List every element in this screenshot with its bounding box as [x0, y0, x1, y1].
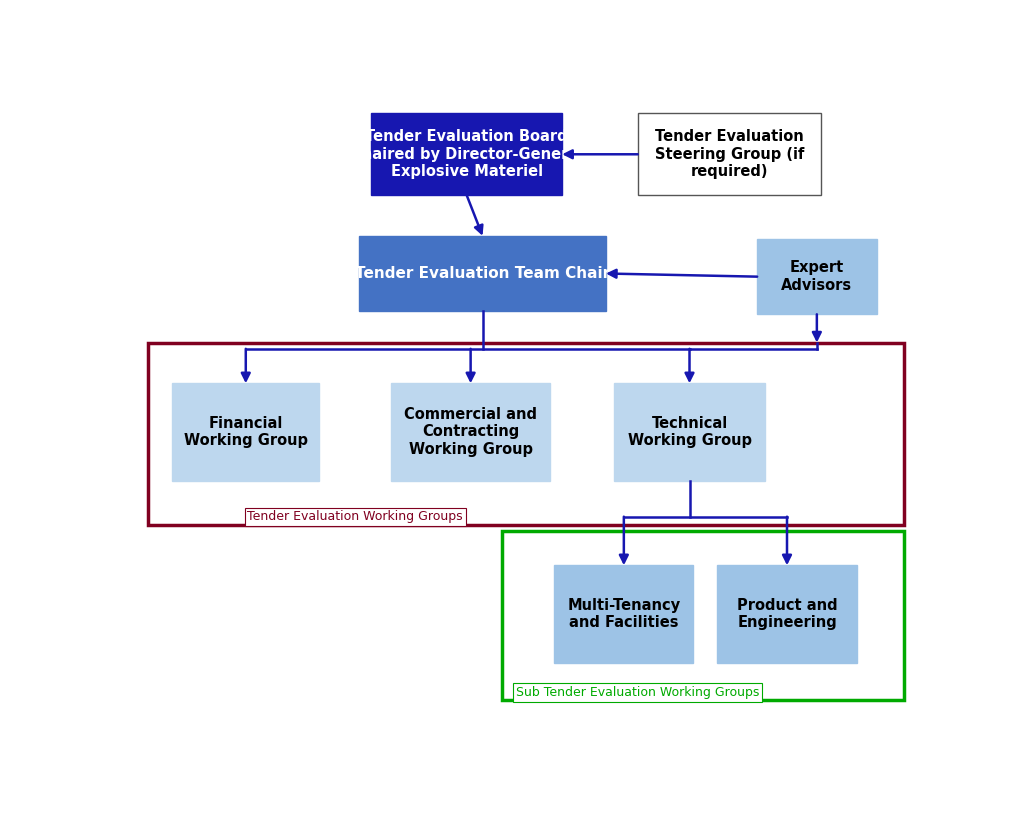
Bar — [502, 531, 905, 700]
Bar — [371, 113, 562, 195]
Bar — [638, 113, 821, 195]
Text: Tender Evaluation Working Groups: Tender Evaluation Working Groups — [248, 510, 463, 523]
Text: Tender Evaluation Team Chair: Tender Evaluation Team Chair — [355, 266, 610, 281]
Bar — [717, 566, 857, 663]
Text: Commercial and
Contracting
Working Group: Commercial and Contracting Working Group — [404, 407, 537, 457]
Bar — [555, 566, 693, 663]
Bar — [359, 236, 606, 311]
Text: Product and
Engineering: Product and Engineering — [736, 597, 837, 630]
Text: Multi-Tenancy
and Facilities: Multi-Tenancy and Facilities — [567, 597, 681, 630]
Text: Sub Tender Evaluation Working Groups: Sub Tender Evaluation Working Groups — [517, 686, 759, 699]
Bar — [757, 239, 877, 315]
Bar — [173, 383, 319, 481]
Text: Financial
Working Group: Financial Working Group — [184, 416, 308, 448]
Text: Technical
Working Group: Technical Working Group — [627, 416, 752, 448]
Bar — [391, 383, 550, 481]
Text: Tender Evaluation Board
Chaired by Director-General
Explosive Materiel: Tender Evaluation Board Chaired by Direc… — [350, 130, 582, 179]
Text: Tender Evaluation
Steering Group (if
required): Tender Evaluation Steering Group (if req… — [654, 130, 804, 179]
Text: Expert
Advisors: Expert Advisors — [782, 261, 852, 293]
Bar — [148, 342, 905, 525]
Bar — [614, 383, 765, 481]
